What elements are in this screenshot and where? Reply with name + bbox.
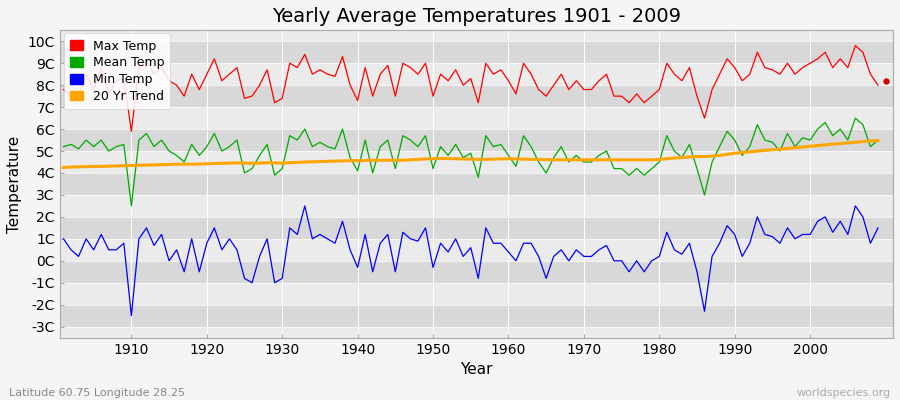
Text: Latitude 60.75 Longitude 28.25: Latitude 60.75 Longitude 28.25 [9, 388, 185, 398]
Bar [59, 41, 893, 63]
Bar [59, 217, 893, 239]
X-axis label: Year: Year [460, 362, 492, 377]
Bar [59, 195, 893, 217]
Bar [59, 151, 893, 173]
Bar [59, 129, 893, 151]
Y-axis label: Temperature: Temperature [7, 135, 22, 232]
Bar [59, 85, 893, 107]
Bar [59, 63, 893, 85]
Bar [59, 173, 893, 195]
Text: worldspecies.org: worldspecies.org [796, 388, 891, 398]
Bar [59, 239, 893, 261]
Bar [59, 283, 893, 305]
Legend: Max Temp, Mean Temp, Min Temp, 20 Yr Trend: Max Temp, Mean Temp, Min Temp, 20 Yr Tre… [64, 33, 170, 109]
Bar [59, 261, 893, 283]
Title: Yearly Average Temperatures 1901 - 2009: Yearly Average Temperatures 1901 - 2009 [272, 7, 681, 26]
Bar [59, 107, 893, 129]
Bar [59, 305, 893, 327]
